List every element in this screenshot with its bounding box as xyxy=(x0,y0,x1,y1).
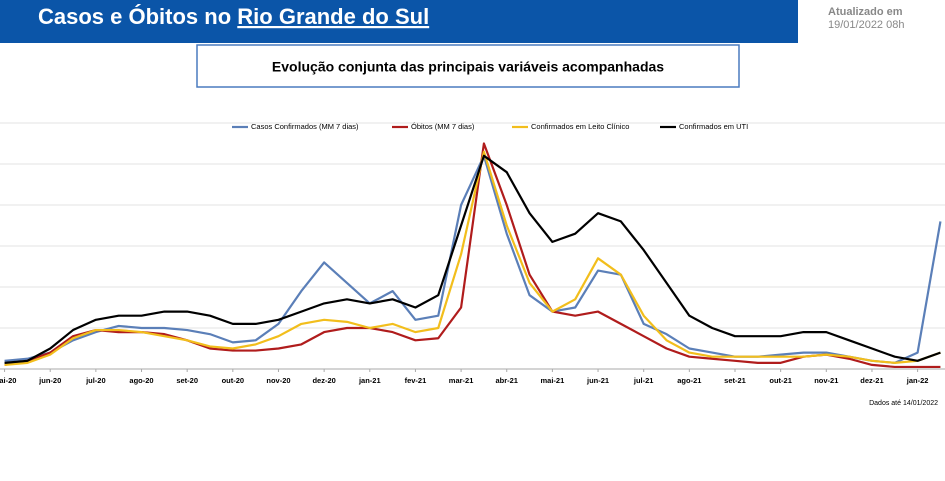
subtitle-box xyxy=(196,44,740,88)
legend-label: Confirmados em Leito Clínico xyxy=(531,122,629,131)
legend-label: Confirmados em UTI xyxy=(679,122,748,131)
series-line xyxy=(4,142,941,369)
series-line xyxy=(4,150,941,366)
title-link: Rio Grande do Sul xyxy=(237,4,429,29)
x-tick-label: mar-21 xyxy=(449,376,474,385)
x-tick-label: ago-20 xyxy=(129,376,153,385)
x-tick-label: mai-21 xyxy=(541,376,565,385)
x-tick-label: jul-21 xyxy=(633,376,654,385)
x-tick-label: abr-21 xyxy=(495,376,518,385)
updated-value: 19/01/2022 08h xyxy=(828,19,904,31)
x-tick-label: nov-20 xyxy=(266,376,290,385)
x-tick-label: nov-21 xyxy=(814,376,838,385)
legend-label: Óbitos (MM 7 dias) xyxy=(411,122,475,131)
x-tick-label: jun-20 xyxy=(38,376,61,385)
x-tick-label: jul-20 xyxy=(85,376,106,385)
updated-label: Atualizado em xyxy=(828,6,903,18)
x-tick-label: set-21 xyxy=(724,376,746,385)
header-bar xyxy=(0,0,798,43)
title-text: Casos e Óbitos no xyxy=(38,4,231,29)
x-tick-label: dez-20 xyxy=(312,376,335,385)
chart-title: Evolução conjunta das principais variáve… xyxy=(272,59,664,75)
x-tick-label: out-20 xyxy=(222,376,245,385)
header-title: Casos e Óbitos no Rio Grande do Sul xyxy=(38,4,429,29)
series-line xyxy=(4,154,941,364)
x-tick-label: jan-21 xyxy=(358,376,381,385)
x-tick-label: jun-21 xyxy=(586,376,609,385)
x-tick-label: fev-21 xyxy=(405,376,427,385)
note: Dados até 14/01/2022 xyxy=(869,400,938,407)
x-tick-label: set-20 xyxy=(176,376,198,385)
x-tick-label: mai-20 xyxy=(0,376,16,385)
legend-label: Casos Confirmados (MM 7 dias) xyxy=(251,122,359,131)
x-tick-label: out-21 xyxy=(769,376,792,385)
x-tick-label: ago-21 xyxy=(677,376,701,385)
series-line xyxy=(4,154,942,364)
x-tick-label: jan-22 xyxy=(906,376,929,385)
x-tick-label: dez-21 xyxy=(860,376,883,385)
